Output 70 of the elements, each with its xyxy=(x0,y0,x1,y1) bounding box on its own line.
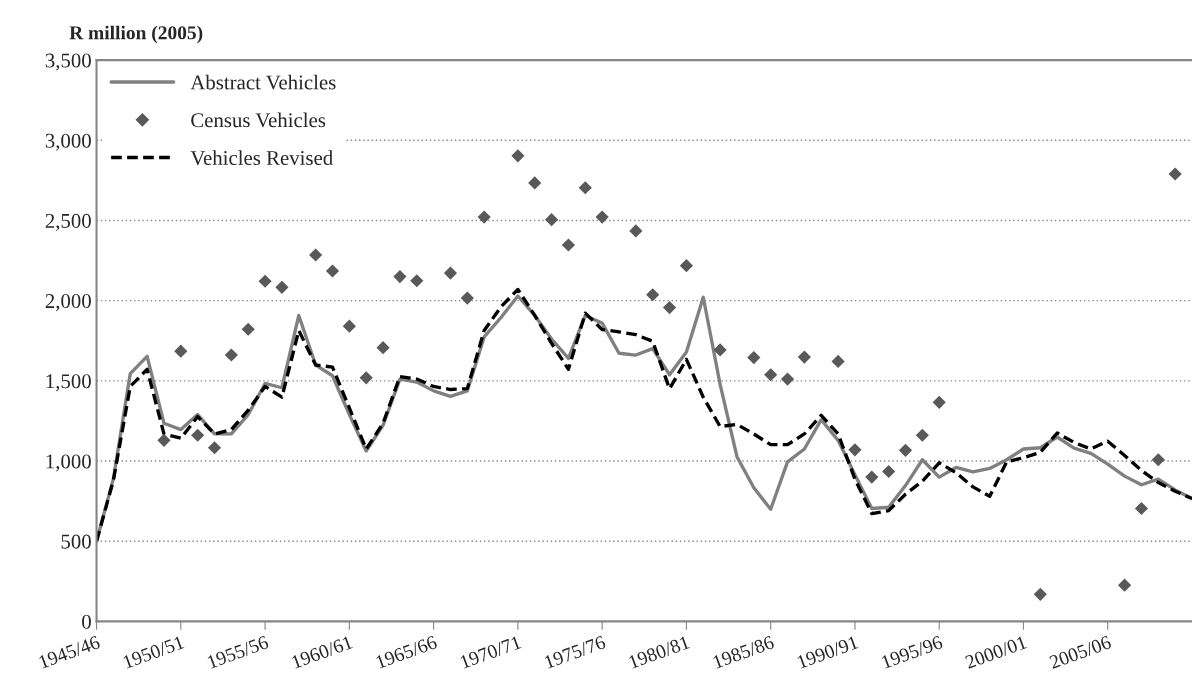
legend-label: Vehicles Revised xyxy=(190,150,333,166)
point xyxy=(898,443,913,457)
point xyxy=(679,259,693,273)
x-tick-label: 1950/51 xyxy=(122,635,185,669)
point xyxy=(443,266,458,280)
x-tick-label: 1960/61 xyxy=(291,635,353,669)
point xyxy=(174,344,188,358)
point xyxy=(241,322,255,336)
point xyxy=(224,348,238,362)
point xyxy=(629,224,643,238)
x-tick-label: 2000/01 xyxy=(964,635,1028,669)
point xyxy=(325,264,340,278)
point xyxy=(1033,587,1047,601)
x-tick-label: 1990/91 xyxy=(796,635,859,669)
point xyxy=(1118,578,1132,592)
point xyxy=(191,428,205,442)
point xyxy=(747,351,761,365)
point xyxy=(932,395,946,409)
y-tick-label: 1,000 xyxy=(46,454,91,472)
point xyxy=(578,181,592,195)
legend-label: Abstract Vehicles xyxy=(190,74,336,90)
point xyxy=(528,176,542,190)
point xyxy=(511,149,525,163)
x-tick-label: 1965/66 xyxy=(375,635,438,669)
point xyxy=(831,354,845,369)
point xyxy=(275,280,289,294)
point xyxy=(561,238,576,252)
point xyxy=(865,470,879,484)
point xyxy=(342,319,356,333)
legend-label: Census Vehicles xyxy=(191,112,326,128)
point xyxy=(258,274,272,288)
y-axis-title: R million (2005) xyxy=(69,25,203,44)
x-tick-label: 1980/81 xyxy=(628,635,690,669)
point xyxy=(713,343,727,357)
y-tick-label: 1,500 xyxy=(46,374,91,392)
x-tick-label: 1970/71 xyxy=(459,635,522,669)
point xyxy=(646,288,660,302)
point xyxy=(848,443,862,457)
x-tick-label: 1985/86 xyxy=(712,635,775,669)
point xyxy=(764,368,778,382)
point xyxy=(393,270,407,284)
point xyxy=(157,433,171,447)
point xyxy=(545,213,559,227)
point xyxy=(207,441,222,455)
point xyxy=(595,210,609,224)
point xyxy=(309,248,323,262)
x-tick-label: 1955/56 xyxy=(207,635,270,669)
y-tick-label: 2,000 xyxy=(45,294,91,312)
x-tick-label: 2005/06 xyxy=(1048,635,1112,669)
point xyxy=(797,350,811,364)
point xyxy=(359,371,373,385)
point xyxy=(376,341,390,355)
x-tick-label: 1975/76 xyxy=(544,635,607,669)
point xyxy=(460,291,474,305)
point xyxy=(1134,501,1149,516)
y-tick-label: 2,500 xyxy=(45,213,91,231)
point xyxy=(662,300,677,315)
point xyxy=(882,464,896,479)
x-tick-label: 1945/46 xyxy=(38,635,101,669)
point xyxy=(410,274,424,288)
point xyxy=(477,210,491,224)
point xyxy=(1168,167,1182,181)
y-tick-label: 0 xyxy=(82,614,91,629)
point xyxy=(1151,453,1165,467)
x-tick-label: 1995/96 xyxy=(881,635,944,669)
point xyxy=(915,428,929,442)
y-tick-label: 3,000 xyxy=(45,133,91,151)
y-tick-label: 3,500 xyxy=(45,53,91,71)
point xyxy=(780,372,795,386)
y-tick-label: 500 xyxy=(61,534,91,549)
